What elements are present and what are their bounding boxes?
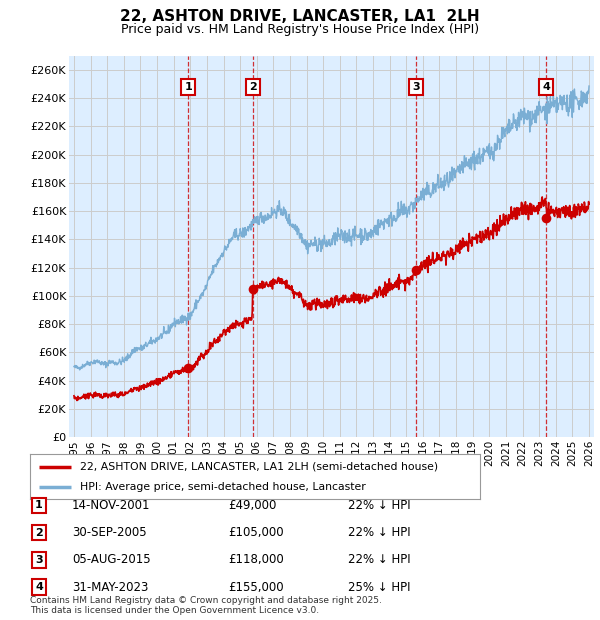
Text: 1: 1	[184, 82, 192, 92]
Text: £118,000: £118,000	[228, 554, 284, 566]
Text: 4: 4	[542, 82, 550, 92]
Text: 1: 1	[35, 500, 43, 510]
Text: 05-AUG-2015: 05-AUG-2015	[72, 554, 151, 566]
Bar	[69, 56, 594, 437]
Text: HPI: Average price, semi-detached house, Lancaster: HPI: Average price, semi-detached house,…	[79, 482, 365, 492]
Text: 22, ASHTON DRIVE, LANCASTER, LA1  2LH: 22, ASHTON DRIVE, LANCASTER, LA1 2LH	[120, 9, 480, 24]
Text: 2: 2	[35, 528, 43, 538]
Text: £105,000: £105,000	[228, 526, 284, 539]
Text: 22% ↓ HPI: 22% ↓ HPI	[348, 526, 410, 539]
Text: 30-SEP-2005: 30-SEP-2005	[72, 526, 146, 539]
Text: Contains HM Land Registry data © Crown copyright and database right 2025.
This d: Contains HM Land Registry data © Crown c…	[30, 596, 382, 615]
Text: 3: 3	[35, 555, 43, 565]
Text: £155,000: £155,000	[228, 581, 284, 593]
Text: 25% ↓ HPI: 25% ↓ HPI	[348, 581, 410, 593]
Text: 22% ↓ HPI: 22% ↓ HPI	[348, 499, 410, 511]
Text: 2: 2	[249, 82, 256, 92]
Text: 14-NOV-2001: 14-NOV-2001	[72, 499, 151, 511]
Text: 3: 3	[412, 82, 420, 92]
Text: £49,000: £49,000	[228, 499, 277, 511]
Text: 22, ASHTON DRIVE, LANCASTER, LA1 2LH (semi-detached house): 22, ASHTON DRIVE, LANCASTER, LA1 2LH (se…	[79, 461, 437, 472]
Text: 22% ↓ HPI: 22% ↓ HPI	[348, 554, 410, 566]
Text: 31-MAY-2023: 31-MAY-2023	[72, 581, 148, 593]
Text: 4: 4	[35, 582, 43, 592]
Text: Price paid vs. HM Land Registry's House Price Index (HPI): Price paid vs. HM Land Registry's House …	[121, 23, 479, 36]
